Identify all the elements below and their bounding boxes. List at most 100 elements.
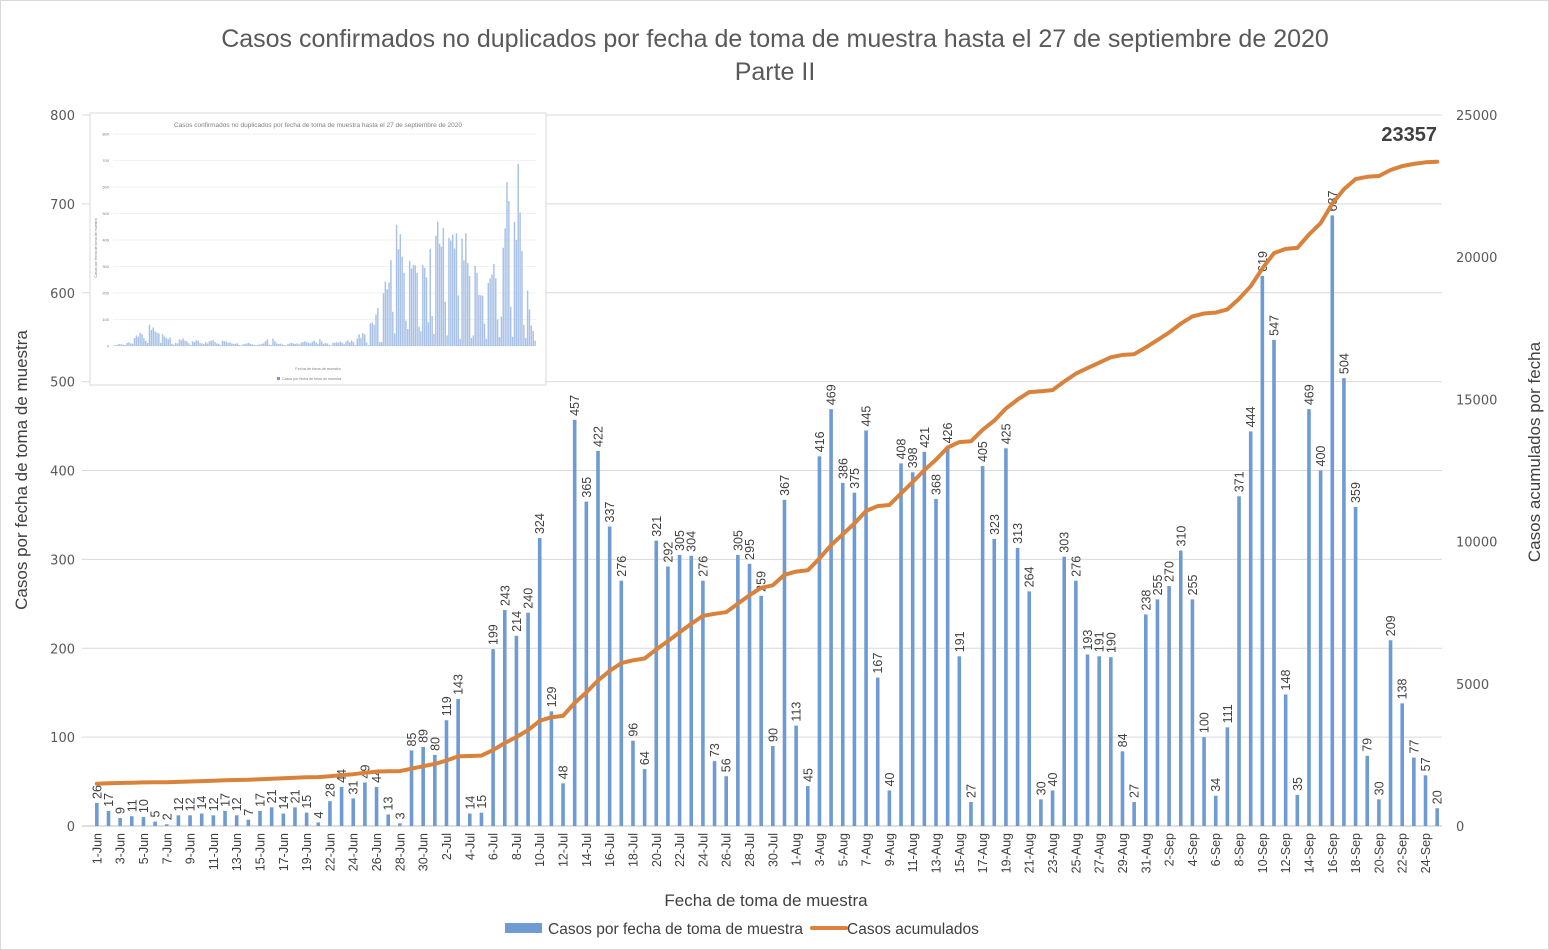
line-series xyxy=(94,159,1440,786)
bar xyxy=(129,816,134,826)
inset-bar xyxy=(268,344,271,346)
bar xyxy=(922,451,927,826)
x-tick-label: 9-Jun xyxy=(184,833,198,864)
x-tick-label: 2-Sep xyxy=(1163,833,1177,866)
data-label: 359 xyxy=(1349,482,1363,503)
inset-bar xyxy=(291,342,293,346)
bar xyxy=(1400,703,1405,826)
data-label: 368 xyxy=(930,474,944,495)
data-label: 56 xyxy=(720,758,734,772)
x-tick-label: 6-Sep xyxy=(1209,833,1223,866)
bar xyxy=(1050,790,1055,826)
inset-bar xyxy=(511,336,514,346)
data-label: 30 xyxy=(1034,781,1048,795)
bar xyxy=(223,810,227,826)
inset-bar xyxy=(422,265,424,346)
chart-subtitle: Parte II xyxy=(735,58,816,86)
inset-bar xyxy=(128,342,130,346)
legend-label-line: Casos acumulados xyxy=(847,921,979,938)
x-tick-label: 20-Jul xyxy=(650,833,664,867)
inset-bar xyxy=(262,343,265,346)
bar xyxy=(619,580,624,826)
inset-bar xyxy=(315,342,317,346)
inset-bar xyxy=(423,267,426,346)
inset-bar xyxy=(495,278,497,346)
x-tick-label: 19-Jun xyxy=(300,833,314,871)
bar xyxy=(572,419,577,826)
data-label: 48 xyxy=(557,765,571,779)
bar xyxy=(1097,656,1101,826)
y-tick-left: 100 xyxy=(50,731,75,746)
inset-bar xyxy=(380,342,383,346)
bar xyxy=(852,492,857,826)
data-label: 255 xyxy=(1151,574,1165,595)
inset-bar xyxy=(528,309,531,346)
y-tick-left: 400 xyxy=(50,465,75,480)
data-label: 255 xyxy=(1186,574,1200,595)
inset-bar xyxy=(524,338,527,346)
inset-bar xyxy=(352,342,355,346)
bar xyxy=(1353,506,1358,826)
data-label: 240 xyxy=(522,588,536,609)
data-label: 111 xyxy=(1221,704,1235,723)
data-label: 40 xyxy=(883,772,897,786)
data-label: 34 xyxy=(1209,778,1223,792)
inset-bar xyxy=(330,345,332,346)
bar xyxy=(164,824,169,826)
inset-bar xyxy=(500,316,503,346)
x-tick-label: 10-Jul xyxy=(533,833,547,867)
inset-bar xyxy=(476,272,478,346)
data-label: 13 xyxy=(382,796,396,810)
inset-y-tick: 200 xyxy=(102,291,109,296)
inset-bar xyxy=(519,212,521,346)
bar xyxy=(1039,799,1043,826)
inset-bar xyxy=(294,343,297,346)
bar xyxy=(316,822,321,826)
y-tick-left: 200 xyxy=(50,642,75,657)
inset-y-tick: 600 xyxy=(102,185,109,190)
inset-bar xyxy=(393,333,396,346)
inset-bar xyxy=(285,345,287,346)
data-label: 14 xyxy=(195,796,209,810)
x-tick-label: 12-Jul xyxy=(557,833,571,867)
inset-bar xyxy=(504,228,506,346)
data-label: 73 xyxy=(708,743,722,757)
bar xyxy=(339,786,344,826)
x-tick-label: 1-Jun xyxy=(90,833,104,864)
bar xyxy=(666,566,670,826)
inset-bar xyxy=(405,320,407,346)
inset-bar xyxy=(193,342,196,346)
x-tick-label: 24-Jun xyxy=(347,833,361,871)
inset-bar xyxy=(517,163,519,346)
data-label: 12 xyxy=(230,797,244,811)
bar-series xyxy=(95,215,1439,826)
inset-bar xyxy=(435,235,437,346)
inset-bar xyxy=(356,338,358,346)
data-label: 148 xyxy=(1279,670,1293,691)
data-label: 11 xyxy=(125,799,139,812)
inset-bar xyxy=(281,344,284,346)
bar xyxy=(654,540,659,826)
bar xyxy=(258,810,262,826)
x-tick-label: 26-Jul xyxy=(720,833,734,867)
data-label: 4 xyxy=(312,811,326,818)
data-label: 3 xyxy=(393,812,407,819)
inset-bar xyxy=(279,343,282,346)
inset-bar xyxy=(197,340,199,346)
inset-bar xyxy=(444,301,446,346)
inset-bar xyxy=(446,335,448,346)
inset-bar xyxy=(378,342,381,346)
inset-bar xyxy=(270,344,272,346)
x-axis-title: Fecha de toma de muestra xyxy=(664,891,868,910)
data-label: 547 xyxy=(1268,315,1282,336)
y-tick-left: 800 xyxy=(50,109,75,124)
inset-bar xyxy=(390,260,392,346)
y-tick-left: 0 xyxy=(67,820,75,835)
bar xyxy=(1388,640,1393,826)
inset-bar xyxy=(214,342,216,346)
inset-bar xyxy=(223,341,226,346)
bar xyxy=(1412,757,1416,826)
bar xyxy=(1132,802,1136,826)
inset-bar xyxy=(154,331,156,346)
inset-bar xyxy=(199,342,201,346)
